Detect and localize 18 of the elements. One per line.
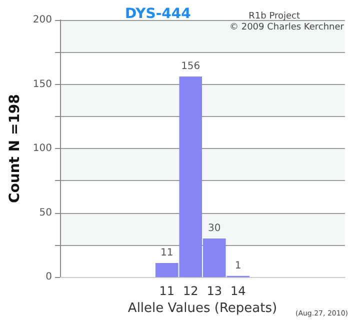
x-tick-label: 12 [182,284,198,298]
x-tick-label: 14 [230,284,246,298]
y-tick-label: 100 [32,143,52,154]
data-label: 156 [181,61,200,72]
x-tick-label: 13 [206,284,222,298]
annotation: © 2009 Charles Kerchner [229,22,344,32]
y-tick-label: 0 [46,272,52,283]
x-tick-label: 11 [159,284,175,298]
y-tick-label: 150 [32,78,52,90]
chart-title: DYS-444 [125,6,192,22]
y-tick-label: 200 [32,14,52,26]
data-label: 11 [160,247,174,258]
x-axis-title: Allele Values (Repeats) [128,301,278,316]
annotation: R1b Project [248,12,300,22]
data-label: 1 [234,260,242,272]
y-axis-title: Count N =198 [7,94,23,204]
data-label: 30 [208,223,221,234]
y-tick-label: 50 [39,207,52,218]
